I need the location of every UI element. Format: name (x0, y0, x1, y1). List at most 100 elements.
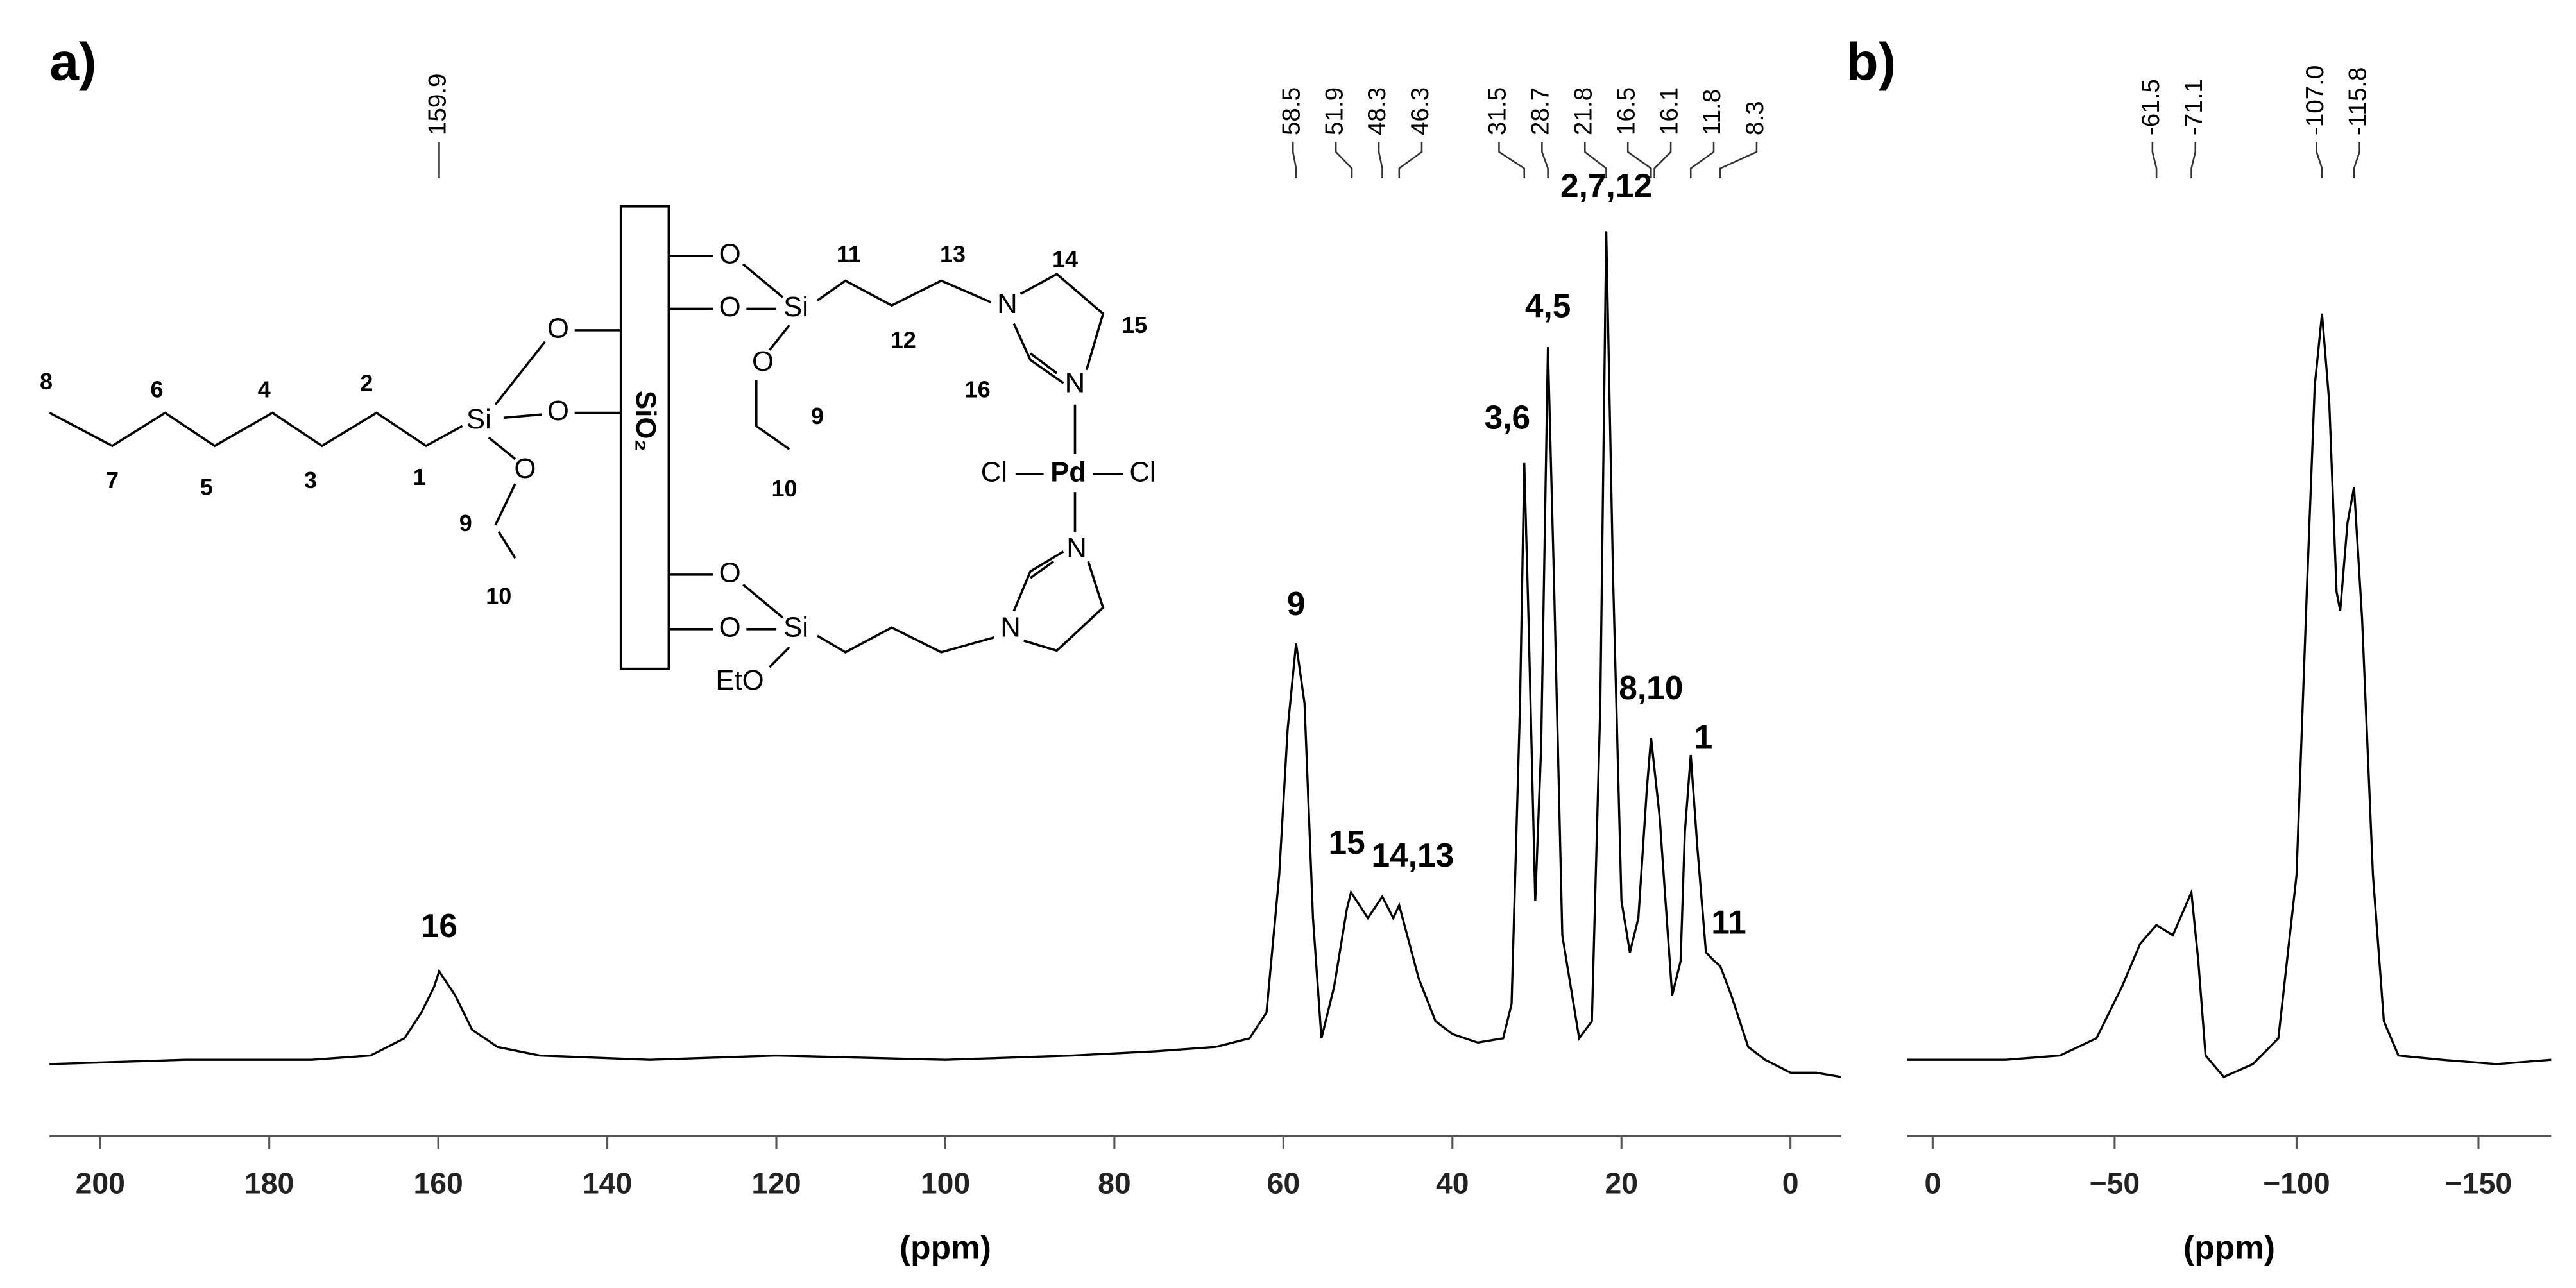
silica-support (619, 205, 670, 670)
x-axis-label: (ppm) (2183, 1228, 2275, 1266)
x-tick-label: 160 (413, 1167, 463, 1200)
peak-label: 159.9 (424, 73, 452, 135)
atom: O (719, 611, 741, 643)
atom: Si (466, 403, 491, 435)
atom-number: 11 (837, 241, 861, 267)
peak-connector (1689, 142, 1715, 179)
peak-label: -71.1 (2180, 79, 2208, 135)
atom: EtO (715, 665, 763, 696)
peak-connector (1292, 142, 1297, 179)
peak-assignment: 2,7,12 (1560, 167, 1652, 204)
peak-connector (1626, 142, 1652, 179)
atom-number: 13 (940, 241, 966, 267)
bonds (49, 255, 1123, 668)
peak-label: -107.0 (2301, 65, 2329, 135)
atom-number: 6 (150, 377, 163, 403)
peak-assignment: 9 (1287, 585, 1306, 622)
x-tick-label: 20 (1605, 1167, 1638, 1200)
x-tick-label: 0 (1782, 1167, 1799, 1200)
peak-connector (1541, 142, 1549, 179)
peak-connector (1398, 142, 1423, 179)
peak-label: -61.5 (2137, 79, 2165, 135)
x-tick-label: 180 (244, 1167, 294, 1200)
atom: N (997, 288, 1018, 319)
peak-connector (1335, 142, 1353, 179)
x-tick-label: 40 (1436, 1167, 1469, 1200)
atom: O (547, 395, 569, 427)
x-tick-label: 0 (1924, 1167, 1941, 1200)
x-tick-label: −100 (2263, 1167, 2330, 1200)
panel-label: b) (1846, 33, 1896, 92)
peak-assignment: 14,13 (1371, 836, 1454, 874)
atom-number: 8 (40, 368, 53, 394)
atom: Cl (1129, 456, 1156, 487)
peak-connector (1583, 142, 1607, 179)
peak-label: 8.3 (1741, 101, 1769, 135)
peak-connector (1498, 142, 1526, 179)
atom: O (719, 239, 741, 270)
peak-label: -115.8 (2344, 67, 2372, 135)
x-tick-label: 200 (76, 1167, 125, 1200)
atom: N (1000, 611, 1021, 643)
peak-assignment: 15 (1329, 824, 1365, 861)
peak-label: 21.8 (1569, 87, 1597, 135)
atom-number: 9 (811, 403, 824, 429)
x-axis-label: (ppm) (900, 1228, 991, 1266)
atom-number: 16 (965, 377, 991, 403)
peak-label: 28.7 (1527, 87, 1555, 135)
peak-connector (1719, 142, 1758, 179)
peak-label: 58.5 (1277, 87, 1305, 135)
peak-label: 48.3 (1363, 87, 1391, 135)
x-tick-label: 120 (751, 1167, 801, 1200)
atom-number: 10 (771, 475, 797, 502)
peak-assignment: 16 (421, 907, 457, 944)
atom: O (719, 291, 741, 323)
peak-label: 46.3 (1406, 87, 1434, 135)
support-label: SiO₂ (630, 391, 661, 452)
peak-connector (2190, 142, 2197, 179)
structure: 8 6 4 2 7 5 3 1 Si O O O 9 10 SiO₂ O O S… (40, 205, 1156, 696)
spectrum (1907, 313, 2552, 1079)
atom-number: 7 (106, 467, 119, 493)
atom: N (1066, 532, 1087, 564)
x-tick-label: 80 (1098, 1167, 1131, 1200)
peak-connector (2316, 142, 2323, 179)
peak-connector (1378, 142, 1383, 179)
peak-connector (2353, 142, 2360, 179)
peak-label: 16.5 (1612, 87, 1640, 135)
panel-label: a) (49, 33, 96, 92)
x-tick-label: −50 (2090, 1167, 2140, 1200)
peak-label: 11.8 (1698, 89, 1726, 135)
atom: O (547, 312, 569, 344)
atom: Si (783, 611, 808, 643)
atom: O (514, 453, 536, 484)
atom: O (719, 557, 741, 588)
atom: O (752, 346, 774, 377)
peak-assignment: 11 (1711, 904, 1746, 941)
x-tick-label: 60 (1267, 1167, 1301, 1200)
peak-label: 16.1 (1655, 87, 1683, 135)
atom-number: 5 (200, 474, 213, 500)
peak-label: 51.9 (1320, 87, 1348, 135)
peak-connector (2151, 142, 2158, 179)
atom-number: 4 (258, 377, 271, 403)
x-tick-label: 100 (921, 1167, 970, 1200)
atom-number: 12 (891, 326, 916, 353)
x-tick-label: 140 (583, 1167, 632, 1200)
spectrum (49, 231, 1841, 1078)
peak-assignment: 3,6 (1485, 399, 1531, 436)
atom-number: 3 (304, 467, 317, 493)
atom-number: 1 (413, 464, 426, 490)
atom: Cl (981, 456, 1007, 487)
peak-label: 31.5 (1484, 87, 1512, 135)
atom-number: 9 (459, 510, 472, 536)
atom-number: 10 (486, 582, 511, 609)
peak-assignment: 8,10 (1619, 669, 1683, 706)
peak-assignment: 4,5 (1525, 287, 1571, 324)
atom: N (1065, 367, 1086, 398)
atom-number: 15 (1122, 312, 1147, 338)
atom: Pd (1050, 456, 1086, 487)
